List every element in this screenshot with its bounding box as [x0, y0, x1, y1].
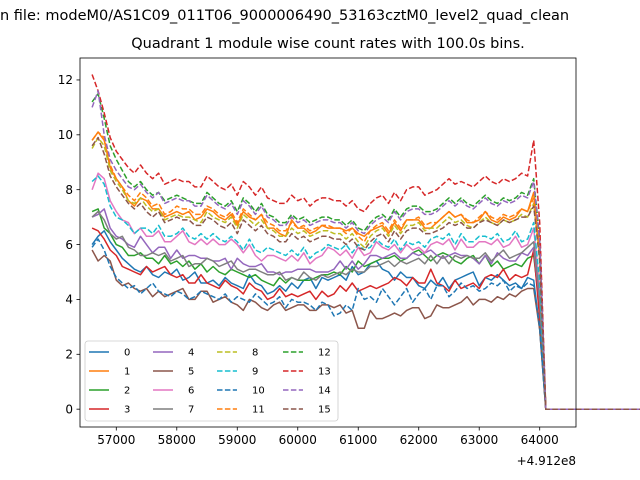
- series-line-6: [91, 172, 640, 410]
- legend-label-5: 5: [188, 367, 194, 378]
- series-layer: [91, 74, 640, 410]
- series-line-7: [91, 210, 640, 410]
- series-line-2: [91, 208, 640, 410]
- x-tick-label: 58000: [158, 433, 196, 447]
- series-line-11: [91, 131, 640, 410]
- y-tick-label: 4: [65, 293, 73, 307]
- series-line-15: [91, 136, 640, 410]
- legend-label-3: 3: [124, 405, 130, 416]
- axis-layer: 57000 58000 59000 60000 61000 62000 63000 64000…: [58, 73, 559, 447]
- series-line-12: [91, 92, 640, 410]
- legend-box: [84, 340, 339, 422]
- legend-label-4: 4: [188, 348, 194, 359]
- plot-frame: [79, 57, 577, 428]
- legend-label-10: 10: [252, 386, 265, 397]
- series-line-9: [91, 175, 640, 410]
- series-line-5: [91, 249, 640, 410]
- legend-label-1: 1: [124, 367, 130, 378]
- series-line-0: [91, 230, 640, 410]
- x-tick-label: 60000: [279, 433, 317, 447]
- series-line-3: [91, 227, 640, 410]
- y-tick-label: 6: [65, 238, 73, 252]
- series-line-4: [91, 208, 640, 410]
- series-line-13: [91, 74, 640, 410]
- x-offset-label: +4.912e8: [517, 454, 576, 468]
- x-tick-label: 57000: [97, 433, 135, 447]
- x-tick-label: 62000: [400, 433, 438, 447]
- legend-label-13: 13: [318, 367, 331, 378]
- y-tick-label: 2: [65, 348, 73, 362]
- legend-label-12: 12: [318, 348, 331, 359]
- series-line-10: [91, 238, 640, 410]
- series-line-14: [91, 90, 640, 410]
- legend-label-7: 7: [188, 405, 194, 416]
- legend-label-9: 9: [252, 367, 258, 378]
- x-tick-label: 63000: [460, 433, 498, 447]
- y-tick-label: 12: [58, 73, 73, 87]
- x-tick-label: 64000: [521, 433, 559, 447]
- legend-label-2: 2: [124, 386, 130, 397]
- y-tick-label: 10: [58, 128, 73, 142]
- legend-label-11: 11: [252, 405, 265, 416]
- y-tick-label: 0: [65, 402, 73, 416]
- x-tick-label: 59000: [218, 433, 256, 447]
- x-tick-label: 61000: [339, 433, 377, 447]
- legend-label-0: 0: [124, 348, 130, 359]
- figure-suptitle: n file: modeM0/AS1C09_011T06_9000006490_…: [0, 8, 570, 24]
- plot-title: Quadrant 1 module wise count rates with …: [131, 36, 525, 52]
- legend-label-14: 14: [318, 386, 331, 397]
- legend-label-8: 8: [252, 348, 258, 359]
- y-tick-label: 8: [65, 183, 73, 197]
- legend-label-6: 6: [188, 386, 194, 397]
- series-line-1: [91, 131, 640, 410]
- series-line-8: [91, 136, 640, 410]
- legend-label-15: 15: [318, 405, 331, 416]
